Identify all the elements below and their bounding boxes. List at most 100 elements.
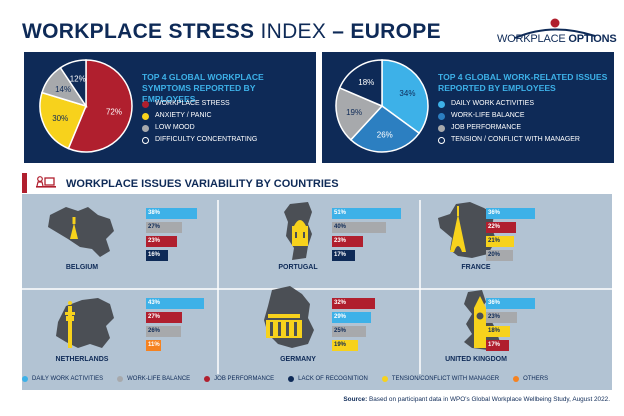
bars-legend-label: JOB PERFORMANCE	[214, 376, 275, 382]
bar-label: 51%	[334, 210, 347, 216]
symptoms-slice-label-3: 12%	[70, 75, 86, 84]
symptoms-legend-item: LOW MOOD	[142, 122, 257, 134]
issues-legend-item: TENSION / CONFLICT WITH MANAGER	[438, 134, 580, 146]
bar-label: 27%	[148, 224, 161, 230]
symptoms-legend-item: DIFFICULTY CONCENTRATING	[142, 134, 257, 146]
issues-legend-label: JOB PERFORMANCE	[451, 124, 522, 131]
bars-legend-label: LACK OF RECOGNITION	[298, 376, 368, 382]
symptoms-legend-dot	[142, 124, 149, 132]
logo-swoosh-icon	[514, 18, 596, 39]
bars-legend-item: JOB PERFORMANCE	[204, 376, 274, 382]
symptoms-slice-3	[59, 59, 87, 109]
grid-dividers	[22, 200, 612, 374]
issues-slice-label-2: 19%	[346, 108, 362, 117]
bars-legend-dot	[288, 376, 295, 382]
bars-legend-item: LACK OF RECOGNITION	[288, 376, 368, 382]
symptoms-slice-label-1: 30%	[52, 114, 68, 123]
bar-label: 19%	[334, 342, 347, 348]
bar-label: 26%	[148, 328, 161, 334]
bar-label: 21%	[488, 238, 501, 244]
bar: 23%	[146, 236, 177, 247]
bar-label: 18%	[488, 328, 501, 334]
france-map-icon	[438, 202, 496, 258]
bars-legend-label: TENSION/CONFLICT WITH MANAGER	[391, 376, 500, 382]
bars-legend-item: WORK-LIFE BALANCE	[117, 376, 190, 382]
issues-slice-3	[338, 59, 383, 108]
bar: 32%	[332, 298, 375, 309]
country-label: GERMANY	[280, 356, 316, 363]
bar: 23%	[486, 312, 517, 323]
symptoms-title: TOP 4 GLOBAL WORKPLACE SYMPTOMS REPORTED…	[142, 72, 264, 104]
bar: 27%	[146, 222, 182, 233]
bar-label: 17%	[488, 342, 501, 348]
bar-label: 17%	[334, 252, 347, 258]
page-title: WORKPLACE STRESS INDEX – EUROPE	[22, 20, 441, 43]
bar: 19%	[332, 340, 358, 351]
issues-legend: DAILY WORK ACTIVITIES WORK-LIFE BALANCE JO…	[438, 98, 580, 146]
bar: 16%	[146, 250, 168, 261]
symptoms-slice-1	[39, 91, 88, 150]
issues-legend-item: JOB PERFORMANCE	[438, 122, 580, 134]
issues-slice-2	[335, 86, 384, 141]
bars-legend-label: WORK-LIFE BALANCE	[127, 376, 191, 382]
bar: 43%	[146, 298, 204, 309]
symptoms-slice-label-0: 72%	[106, 108, 122, 117]
bars-legend-label: DAILY WORK ACTIVITIES	[32, 376, 104, 382]
bar: 36%	[486, 208, 535, 219]
bar: 36%	[486, 298, 535, 309]
germany-map-icon	[264, 286, 314, 348]
bar: 11%	[146, 340, 161, 351]
netherlands-map-icon	[56, 298, 114, 348]
bar: 38%	[146, 208, 197, 219]
bar-label: 32%	[334, 300, 347, 306]
symptoms-legend: WORKPLACE STRESS ANXIETY / PANIC LOW MOOD D…	[142, 98, 257, 146]
bar-label: 38%	[148, 210, 161, 216]
bar-label: 40%	[334, 224, 347, 230]
bar: 17%	[332, 250, 355, 261]
bars-legend-dot	[22, 376, 28, 382]
bar: 51%	[332, 208, 401, 219]
issues-legend-label: TENSION / CONFLICT WITH MANAGER	[451, 136, 580, 143]
issues-legend-item: WORK-LIFE BALANCE	[438, 110, 580, 122]
bar-label: 36%	[488, 210, 501, 216]
bars-legend-dot	[204, 376, 211, 382]
bar: 40%	[332, 222, 386, 233]
bar-label: 22%	[488, 224, 501, 230]
bars-legend: DAILY WORK ACTIVITIES WORK-LIFE BALANCE JO…	[22, 376, 612, 382]
bar: 25%	[332, 326, 366, 337]
issues-legend-item: DAILY WORK ACTIVITIES	[438, 98, 580, 110]
bar-label: 23%	[334, 238, 347, 244]
issues-title: TOP 4 GLOBAL WORK-RELATED ISSUES REPORTE…	[438, 72, 608, 93]
bar-label: 11%	[148, 342, 160, 348]
bar: 22%	[486, 222, 516, 233]
portugal-map-icon	[284, 202, 312, 260]
symptoms-legend-item: ANXIETY / PANIC	[142, 110, 257, 122]
issues-legend-dot	[438, 112, 445, 120]
issues-legend-dot	[438, 100, 445, 108]
country-label: UNITED KINGDOM	[445, 356, 507, 363]
belgium-map-icon	[48, 207, 114, 257]
symptoms-legend-dot	[142, 112, 149, 120]
bar: 26%	[146, 326, 181, 337]
bar-label: 16%	[148, 252, 161, 258]
bar-label: 36%	[488, 300, 501, 306]
issues-slice-label-3: 18%	[358, 78, 374, 87]
source-note: Source: Based on participant data in WPO…	[343, 396, 610, 403]
symptoms-slice-label-2: 14%	[55, 85, 71, 94]
bar: 18%	[486, 326, 510, 337]
bars-legend-item: DAILY WORK ACTIVITIES	[22, 376, 103, 382]
bar: 17%	[486, 340, 509, 351]
desk-worker-icon	[36, 176, 56, 188]
symptoms-pie: 72% 30% 14%12%	[39, 59, 133, 153]
bar: 20%	[486, 250, 513, 261]
symptoms-slice-0	[67, 59, 133, 153]
issues-slice-label-0: 34%	[399, 89, 415, 98]
bar-label: 43%	[148, 300, 161, 306]
bar-label: 29%	[334, 314, 347, 320]
country-label: BELGIUM	[65, 264, 99, 271]
bar-label: 27%	[148, 314, 161, 320]
bar-label: 20%	[488, 252, 501, 258]
issues-legend-label: DAILY WORK ACTIVITIES	[451, 100, 534, 107]
symptoms-legend-label: ANXIETY / PANIC	[155, 112, 212, 119]
